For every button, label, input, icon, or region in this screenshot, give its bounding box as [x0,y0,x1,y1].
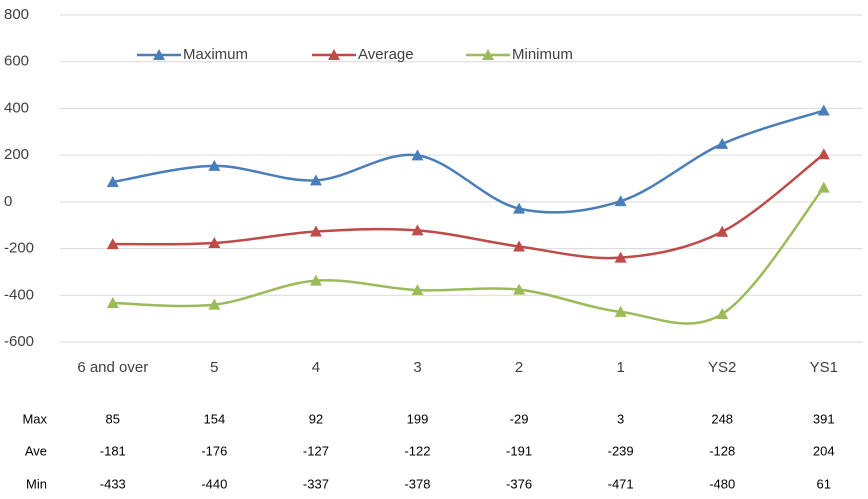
table-value: -480 [709,476,735,491]
table-value: 92 [309,411,323,426]
point-marker [309,174,322,186]
y-tick-label: 0 [4,193,12,210]
x-tick-label: 6 and over [77,359,148,376]
table-value: -127 [303,443,329,458]
table-value: -433 [100,476,126,491]
point-marker [817,104,830,116]
table-value: -29 [510,411,529,426]
point-marker [614,251,627,263]
point-marker [309,225,322,237]
x-tick-label: YS2 [708,359,736,376]
point-marker [411,284,424,296]
legend-marker [153,49,165,60]
table-value: -176 [201,443,227,458]
x-tick-label: 4 [312,359,320,376]
x-tick-label: 3 [413,359,421,376]
table-value: -471 [608,476,634,491]
table-value: -181 [100,443,126,458]
point-marker [716,307,729,319]
table-value: 199 [407,411,429,426]
point-marker [817,181,830,193]
x-tick-label: 1 [616,359,624,376]
legend-label: Average [358,46,414,63]
table-value: -440 [201,476,227,491]
point-marker [208,298,221,310]
table-value: 248 [711,411,733,426]
y-tick-label: -400 [4,286,34,303]
legend-marker [482,49,494,60]
point-marker [106,238,119,250]
table-value: 3 [617,411,624,426]
point-marker [716,225,729,237]
y-tick-label: -600 [4,333,34,350]
table-value: 61 [817,476,831,491]
table-value: -337 [303,476,329,491]
table-row-label: Ave [25,443,47,458]
point-marker [513,283,526,295]
table-value: -239 [608,443,634,458]
y-tick-label: 600 [4,53,29,70]
point-marker [817,148,830,160]
point-marker [716,137,729,149]
y-tick-label: -200 [4,240,34,257]
point-marker [106,176,119,188]
table-value: -128 [709,443,735,458]
point-marker [411,224,424,236]
table-row-label: Max [22,411,47,426]
point-marker [309,274,322,286]
y-tick-label: 400 [4,99,29,116]
table-value: 154 [204,411,226,426]
table-value: 204 [813,443,835,458]
point-marker [411,149,424,161]
point-marker [208,159,221,171]
point-marker [208,236,221,248]
point-marker [513,202,526,214]
point-marker [614,305,627,317]
table-value: -122 [404,443,430,458]
x-tick-label: 5 [210,359,218,376]
table-value: -378 [404,476,430,491]
table-value: -191 [506,443,532,458]
table-value: -376 [506,476,532,491]
table-row-label: Min [26,476,47,491]
y-tick-label: 800 [4,6,29,23]
x-tick-label: 2 [515,359,523,376]
table-value: 85 [106,411,120,426]
legend-marker [328,49,340,60]
legend-label: Maximum [183,46,248,63]
series-line [112,109,825,214]
table-value: 391 [813,411,835,426]
series-line [112,186,825,325]
point-marker [513,240,526,252]
legend-label: Minimum [512,46,573,63]
y-tick-label: 200 [4,146,29,163]
x-tick-label: YS1 [810,359,838,376]
point-marker [614,195,627,207]
point-marker [106,296,119,308]
